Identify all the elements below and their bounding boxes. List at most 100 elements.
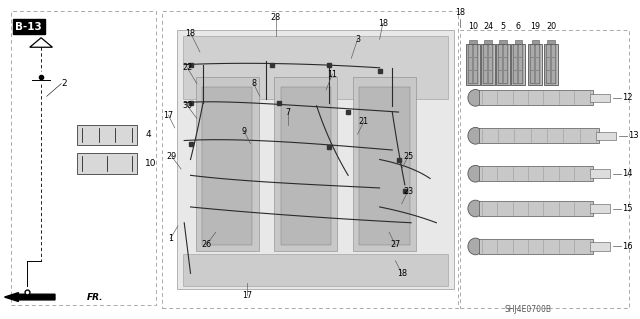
Text: 18: 18 xyxy=(186,28,195,38)
Text: 13: 13 xyxy=(628,131,639,140)
Text: 18: 18 xyxy=(397,269,406,278)
Bar xyxy=(474,58,477,70)
Bar xyxy=(531,58,534,70)
Text: 27: 27 xyxy=(390,241,401,249)
Bar xyxy=(177,30,454,289)
Text: 6: 6 xyxy=(516,22,521,31)
Bar xyxy=(514,45,517,57)
Text: 12: 12 xyxy=(622,93,633,102)
Text: 2: 2 xyxy=(61,79,67,88)
Bar xyxy=(547,45,550,57)
Bar xyxy=(202,87,252,245)
Bar xyxy=(499,71,502,83)
Bar xyxy=(489,58,492,70)
Bar xyxy=(547,71,550,83)
Bar xyxy=(360,87,410,245)
Bar xyxy=(468,45,472,57)
Bar xyxy=(519,71,522,83)
Text: 3: 3 xyxy=(355,35,360,44)
Bar xyxy=(479,201,593,216)
Text: 17: 17 xyxy=(242,291,252,300)
Text: 24: 24 xyxy=(483,22,493,31)
Bar xyxy=(552,71,555,83)
Bar xyxy=(484,71,487,83)
Bar xyxy=(547,58,550,70)
Bar xyxy=(504,45,507,57)
Text: SHJ4E0700B: SHJ4E0700B xyxy=(504,305,551,314)
Ellipse shape xyxy=(468,238,483,255)
Ellipse shape xyxy=(468,90,483,106)
Bar xyxy=(536,71,539,83)
Text: 18: 18 xyxy=(378,19,388,28)
Bar xyxy=(11,11,156,305)
Bar xyxy=(547,40,555,44)
Text: B-13: B-13 xyxy=(15,22,42,32)
Text: 22: 22 xyxy=(182,63,193,72)
Bar xyxy=(519,45,522,57)
Bar xyxy=(504,71,507,83)
Bar xyxy=(529,44,542,85)
Bar xyxy=(531,45,540,84)
Text: 21: 21 xyxy=(359,117,369,126)
Bar xyxy=(589,242,610,251)
Text: 9: 9 xyxy=(241,127,246,136)
Text: 18: 18 xyxy=(454,8,465,17)
Bar xyxy=(499,58,502,70)
Bar xyxy=(162,11,458,308)
Bar xyxy=(589,93,610,102)
Bar xyxy=(552,58,555,70)
Text: 10: 10 xyxy=(468,22,478,31)
Bar xyxy=(489,71,492,83)
Bar xyxy=(353,77,416,251)
Bar xyxy=(544,44,558,85)
Text: 1: 1 xyxy=(168,234,173,243)
Bar xyxy=(531,71,534,83)
Bar xyxy=(479,90,593,105)
FancyArrow shape xyxy=(4,293,55,301)
Text: 19: 19 xyxy=(531,22,540,31)
Text: 20: 20 xyxy=(546,22,556,31)
Bar xyxy=(496,44,510,85)
Bar xyxy=(546,45,556,84)
Bar xyxy=(532,40,539,44)
Text: 10: 10 xyxy=(145,159,157,168)
Bar xyxy=(499,40,507,44)
Bar xyxy=(77,125,137,145)
Text: 7: 7 xyxy=(285,108,291,116)
Bar xyxy=(281,87,331,245)
Bar xyxy=(513,45,524,84)
Text: 17: 17 xyxy=(163,111,173,120)
Bar xyxy=(531,45,534,57)
Text: 14: 14 xyxy=(622,169,633,178)
Ellipse shape xyxy=(468,200,483,217)
Bar xyxy=(474,45,477,57)
Ellipse shape xyxy=(468,127,483,144)
Bar xyxy=(466,44,480,85)
Bar xyxy=(489,45,492,57)
Bar xyxy=(183,254,448,286)
Bar xyxy=(511,44,525,85)
Bar xyxy=(469,40,477,44)
Bar xyxy=(514,71,517,83)
Bar xyxy=(460,30,628,308)
Bar xyxy=(77,153,137,174)
Bar xyxy=(479,166,593,181)
Bar xyxy=(589,204,610,213)
Bar xyxy=(479,128,599,143)
Bar xyxy=(596,131,616,140)
Bar xyxy=(468,71,472,83)
Bar xyxy=(504,58,507,70)
Text: 25: 25 xyxy=(403,152,413,161)
Text: 15: 15 xyxy=(622,204,633,213)
Bar xyxy=(483,45,493,84)
Bar xyxy=(474,71,477,83)
Text: FR.: FR. xyxy=(86,293,103,301)
Bar xyxy=(589,169,610,178)
Bar xyxy=(468,45,478,84)
Text: 30: 30 xyxy=(182,101,193,110)
Bar xyxy=(515,40,522,44)
Bar xyxy=(196,77,259,251)
Bar xyxy=(468,58,472,70)
Text: 26: 26 xyxy=(201,241,211,249)
Text: 8: 8 xyxy=(251,79,256,88)
